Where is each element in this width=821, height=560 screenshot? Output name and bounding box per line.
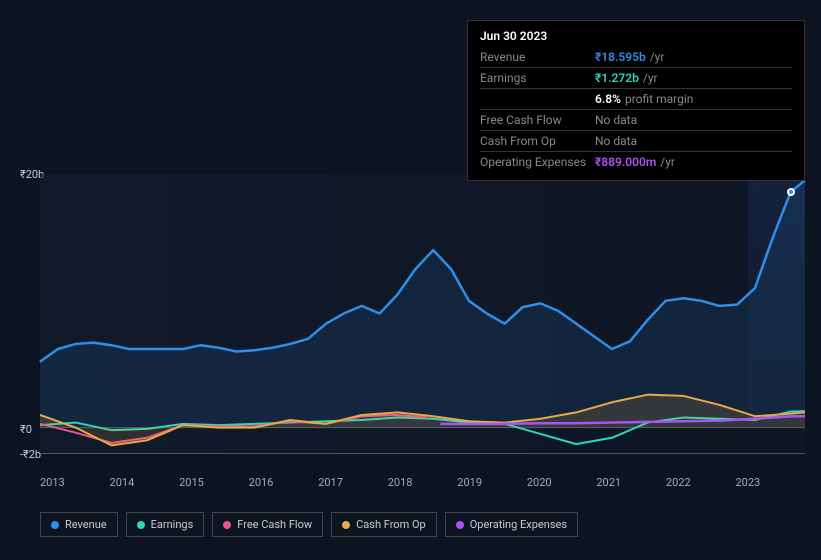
tooltip-row: Earnings₹1.272b/yr [480, 67, 792, 88]
y-tick-label: -₹2b [20, 448, 41, 461]
x-tick-label: 2013 [40, 476, 110, 489]
tooltip-row: Revenue₹18.595b/yr [480, 47, 792, 67]
legend-dot-icon [342, 521, 350, 529]
tooltip-row-value: No data [595, 113, 637, 127]
tooltip-row: Cash From OpNo data [480, 130, 792, 151]
tooltip-row-label [480, 92, 595, 106]
legend-label: Revenue [65, 518, 107, 531]
tooltip-date: Jun 30 2023 [480, 29, 792, 43]
tooltip-row-value: No data [595, 134, 637, 148]
legend-dot-icon [51, 521, 59, 529]
tooltip-row-label: Earnings [480, 71, 595, 85]
x-tick-label: 2020 [527, 476, 597, 489]
tooltip-row-value: 6.8%profit margin [595, 92, 693, 106]
tooltip-row-value: ₹1.272b/yr [595, 71, 658, 85]
legend-item[interactable]: Operating Expenses [445, 512, 578, 537]
x-tick-label: 2014 [110, 476, 180, 489]
tooltip-row: Free Cash FlowNo data [480, 109, 792, 130]
tooltip-row-label: Free Cash Flow [480, 113, 595, 127]
legend-label: Free Cash Flow [237, 518, 312, 531]
x-tick-label: 2019 [457, 476, 527, 489]
chart-plot-area[interactable] [40, 174, 805, 454]
legend-dot-icon [137, 521, 145, 529]
legend-dot-icon [223, 521, 231, 529]
x-tick-label: 2022 [666, 476, 736, 489]
chart-svg [40, 174, 805, 453]
tooltip-row-value: ₹889.000m/yr [595, 155, 675, 169]
tooltip-rows: Revenue₹18.595b/yrEarnings₹1.272b/yr6.8%… [480, 47, 792, 172]
chart-tooltip: Jun 30 2023 Revenue₹18.595b/yrEarnings₹1… [467, 20, 805, 181]
tooltip-row-label: Operating Expenses [480, 155, 595, 169]
tooltip-row-label: Revenue [480, 50, 595, 64]
x-tick-label: 2015 [179, 476, 249, 489]
legend-item[interactable]: Free Cash Flow [212, 512, 323, 537]
tooltip-row-label: Cash From Op [480, 134, 595, 148]
x-tick-label: 2016 [249, 476, 319, 489]
x-tick-label: 2021 [596, 476, 666, 489]
x-axis-labels: 2013201420152016201720182019202020212022… [40, 476, 805, 489]
y-tick-label: ₹0 [20, 423, 32, 436]
legend-label: Cash From Op [356, 518, 426, 531]
legend-item[interactable]: Earnings [126, 512, 205, 537]
legend-label: Operating Expenses [470, 518, 567, 531]
series-marker [787, 188, 795, 196]
x-tick-label: 2023 [735, 476, 805, 489]
tooltip-row: Operating Expenses₹889.000m/yr [480, 151, 792, 172]
legend-item[interactable]: Revenue [40, 512, 118, 537]
chart-legend: Revenue Earnings Free Cash Flow Cash From O… [40, 512, 578, 537]
legend-label: Earnings [151, 518, 194, 531]
tooltip-row: 6.8%profit margin [480, 88, 792, 109]
legend-item[interactable]: Cash From Op [331, 512, 437, 537]
tooltip-row-value: ₹18.595b/yr [595, 50, 664, 64]
legend-dot-icon [456, 521, 464, 529]
x-tick-label: 2017 [318, 476, 388, 489]
x-tick-label: 2018 [388, 476, 458, 489]
